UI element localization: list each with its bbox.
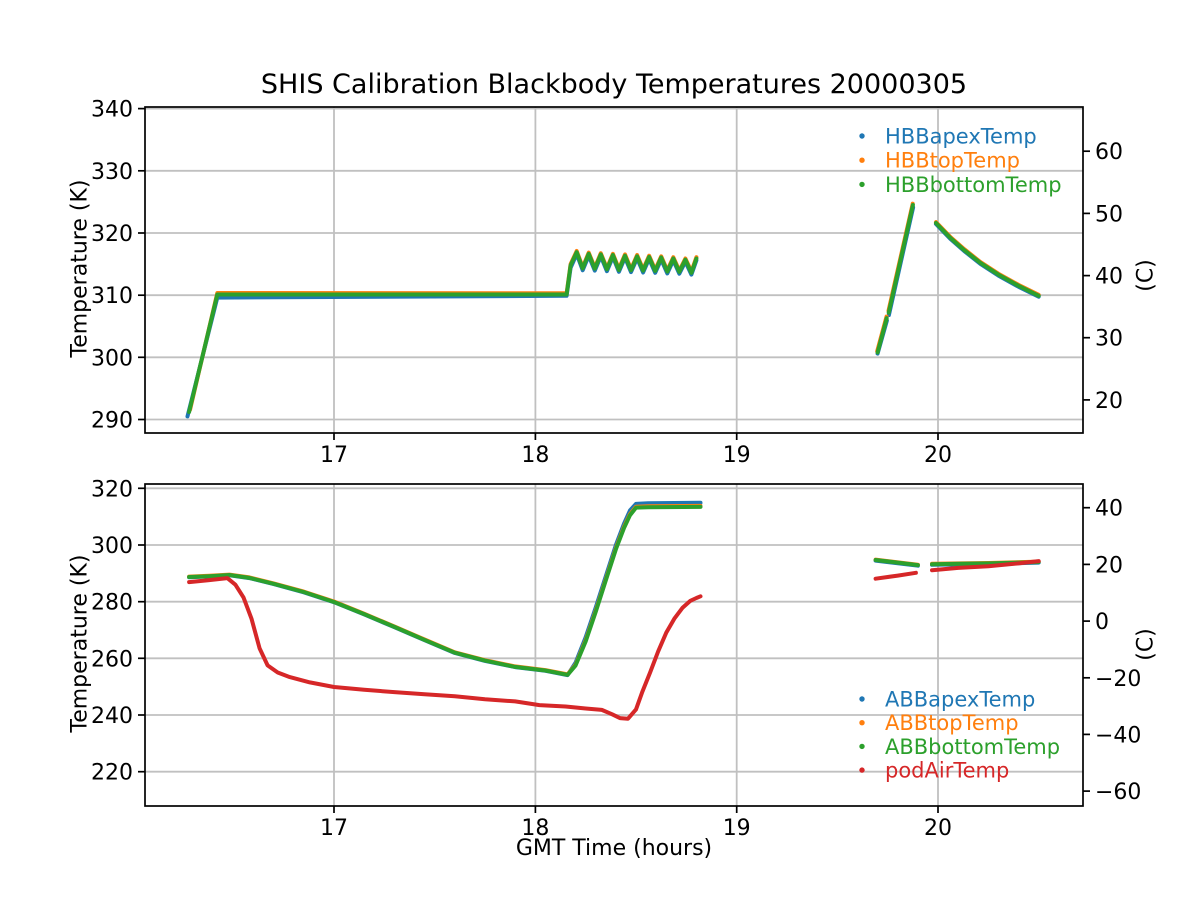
y-tick-label-left: 240 [91,704,133,729]
axes-frame [144,483,1084,807]
top-panel-right-axis-label: (C) [1133,259,1159,292]
x-axis-label: GMT Time (hours) [515,836,713,861]
x-tick-label: 18 [521,443,549,468]
y-tick-label-left: 330 [91,160,133,185]
y-tick-label-right: 60 [1095,140,1123,165]
legend-label-ABBbottomTemp: ABBbottomTemp [885,735,1060,759]
series-podAirTemp [873,570,918,581]
legend-marker-dot [859,720,865,726]
y-tick-label-left: 320 [91,477,133,502]
series-HBBbottomTemp [875,316,889,355]
x-tick-label: 17 [320,816,348,841]
series-HBBapexTemp [185,252,699,419]
y-tick-label-left: 300 [91,346,133,371]
top-panel-y-axis-label: Temperature (K) [67,179,93,358]
panel-bottom: 220 240 260 280 300 320 −60 −40 −20 0 20 40 17 18 19 20… [91,477,1141,841]
legend-marker-dot [859,743,865,750]
y-tick-label-left: 260 [91,647,133,672]
legend-marker-dot [859,157,865,163]
legend-bottom: ABBapexTempABBtopTempABBbottomTemppodAir… [859,688,1060,783]
x-tick-label: 19 [723,816,751,841]
chart-title: SHIS Calibration Blackbody Temperatures … [260,69,968,100]
legend-label-HBBtopTemp: HBBtopTemp [885,149,1020,173]
y-tick-label-right: −60 [1095,780,1141,805]
legend-marker-dot [859,696,865,702]
legend-marker-dot [859,133,865,139]
legend-label-ABBapexTemp: ABBapexTemp [885,688,1035,712]
legend-marker-dot [859,181,865,188]
y-tick-label-left: 290 [91,409,133,434]
y-tick-label-right: 20 [1095,389,1123,414]
y-tick-label-right: 50 [1095,202,1123,227]
y-tick-label-right: −40 [1095,723,1141,748]
series-ABBbottomTemp [873,558,920,568]
legend-label-HBBbottomTemp: HBBbottomTemp [885,173,1062,197]
y-tick-label-left: 310 [91,284,133,309]
x-tick-label: 18 [521,816,549,841]
legend-label-ABBtopTemp: ABBtopTemp [885,711,1019,735]
y-tick-label-left: 340 [91,98,133,123]
series-podAirTemp [930,559,1041,573]
y-tick-label-right: 30 [1095,327,1123,352]
legend-marker-dot [859,767,865,773]
series-HBBtopTemp [188,249,699,412]
legend-label-podAirTemp: podAirTemp [885,759,1009,783]
legend-label-HBBapexTemp: HBBapexTemp [885,125,1037,149]
series-HBBbottomTemp [934,221,1041,298]
y-tick-label-left: 220 [91,761,133,786]
bottom-panel-y-axis-label: Temperature (K) [67,554,93,733]
x-tick-label: 19 [723,443,751,468]
y-tick-label-right: 20 [1095,553,1123,578]
y-tick-label-right: 0 [1095,610,1109,635]
series-podAirTemp [187,576,703,721]
y-tick-label-left: 280 [91,591,133,616]
y-tick-label-left: 300 [91,534,133,559]
y-tick-label-right: −20 [1095,667,1141,692]
series-ABBbottomTemp [187,504,703,677]
bottom-panel-right-axis-label: (C) [1133,628,1159,661]
x-tick-label: 20 [924,816,952,841]
x-tick-label: 20 [924,443,952,468]
panel-top: 290 300 310 320 330 340 20 30 40 50 60 17 18 19 20 HBBa… [91,98,1123,468]
x-tick-label: 17 [320,443,348,468]
series-HBBbottomTemp [886,203,915,315]
axes-frame [144,106,1084,434]
y-tick-label-left: 320 [91,222,133,247]
y-tick-label-right: 40 [1095,497,1123,522]
series-HBBbottomTemp [187,250,699,414]
y-tick-label-right: 40 [1095,265,1123,290]
